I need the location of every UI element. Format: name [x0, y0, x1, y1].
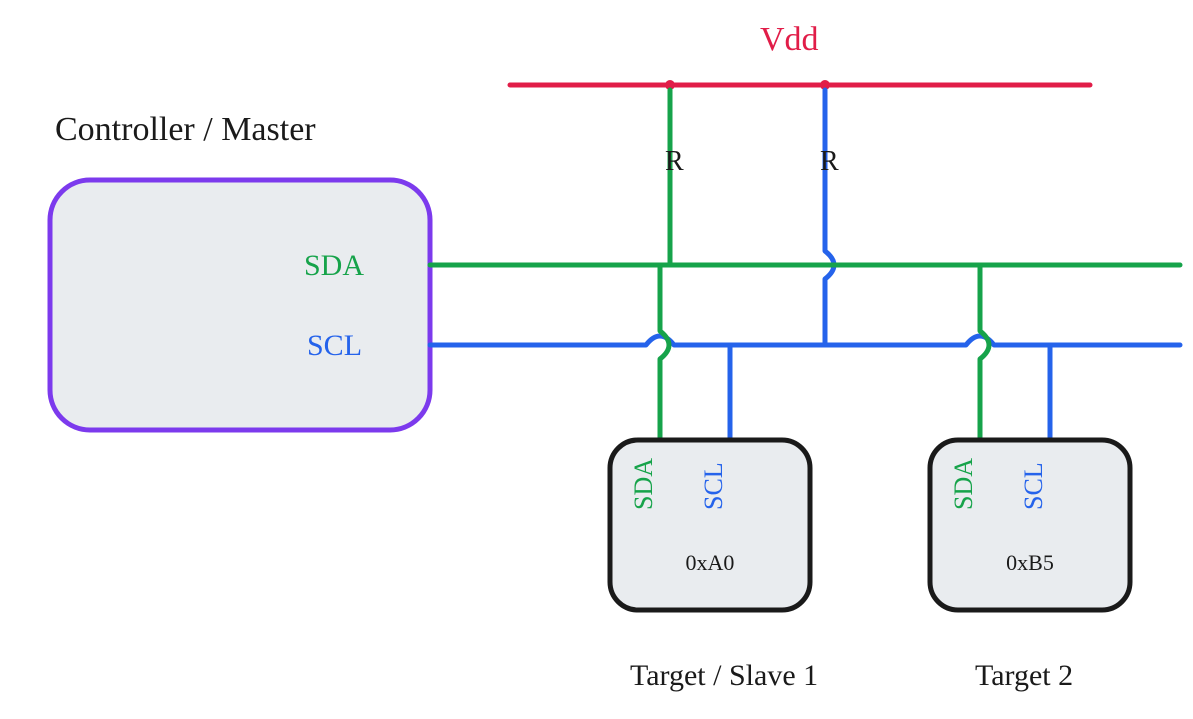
resistor-label: R — [820, 146, 839, 177]
target-sda-drop — [980, 265, 989, 440]
target-address: 0xA0 — [686, 550, 735, 575]
controller-box — [50, 180, 430, 430]
pullup-scl — [825, 90, 834, 345]
target-name: Target / Slave 1 — [630, 659, 818, 692]
resistor-label: R — [665, 146, 684, 177]
target-name: Target 2 — [975, 659, 1073, 692]
scl-bus — [430, 336, 1180, 345]
i2c-diagram: Controller / Master Vdd R R SDA SCL SDA SCL 0xA0… — [0, 0, 1193, 714]
target-sda-pin-label: SDA — [949, 458, 978, 510]
scl-label: SCL — [307, 329, 362, 362]
target-scl-pin-label: SCL — [699, 462, 728, 510]
target-scl-pin-label: SCL — [1019, 462, 1048, 510]
sda-label: SDA — [304, 249, 364, 282]
controller-title: Controller / Master — [55, 111, 316, 148]
target-address: 0xB5 — [1006, 550, 1054, 575]
target-sda-pin-label: SDA — [629, 458, 658, 510]
target-sda-drop — [660, 265, 669, 440]
vdd-label: Vdd — [760, 21, 819, 58]
